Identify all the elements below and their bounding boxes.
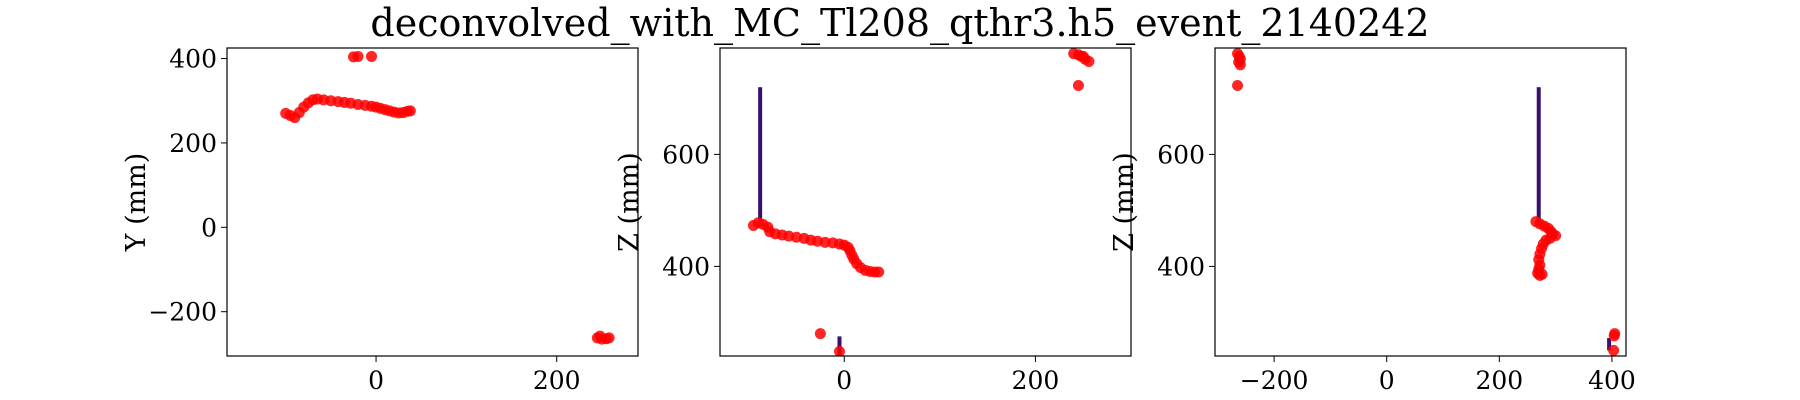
panel-yz-ytick-label-1: 600 [1157,140,1205,169]
panel-xz-bar-0 [758,87,763,222]
panel-xy-point-24 [404,105,416,117]
panel-yz-xtick-label-3: 400 [1588,366,1636,395]
figure-title: deconvolved_with_MC_Tl208_qthr3.h5_event… [370,1,1429,46]
panel-yz-point-26 [1608,344,1620,356]
panel-xy-ylabel: Y (mm) [121,153,152,253]
panel-xy-point-32 [594,330,606,342]
panel-xy-ytick-label-2: 200 [169,129,217,158]
panel-yz-point-4 [1234,59,1246,71]
panel-xz-point-26 [814,328,826,340]
panel-xy-point-31 [603,332,615,344]
panel-xy-point-27 [366,50,378,62]
panel-xz-xtick-label-1: 200 [1012,366,1060,395]
panel-xy: 0 200 −200 0 200 400 Y (mm) [121,45,639,395]
panel-yz-bar-0 [1536,87,1541,222]
panel-xy-xtick-label-1: 200 [533,366,581,395]
panel-xz-plot-area [747,48,1095,356]
panel-xy-ytick-label-1: 0 [201,213,217,242]
panel-yz-xtick-label-1: 0 [1379,366,1395,395]
panel-yz: −200 0 200 400 400 600 Z (mm) [1109,47,1636,395]
panel-yz-ylabel: Z (mm) [1109,152,1140,252]
panel-xz-ytick-label-0: 400 [662,252,710,281]
panel-xy-ytick-label-3: 400 [169,45,217,74]
panel-yz-xtick-label-0: −200 [1240,366,1309,395]
panel-yz-point-25 [1608,330,1620,342]
panel-yz-ytick-label-0: 400 [1157,252,1205,281]
panel-xy-frame [226,47,639,357]
panel-xz-point-33 [1077,50,1089,62]
panel-xz-ylabel: Z (mm) [614,152,645,252]
panel-xz-ytick-label-1: 600 [662,140,710,169]
panel-xz-point-34 [1072,80,1084,92]
panel-yz-point-5 [1232,80,1244,92]
panel-xy-plot-area [280,50,615,345]
panel-xy-ytick-label-0: −200 [148,298,217,327]
panel-yz-plot-area [1232,48,1621,356]
panel-xz-frame [719,47,1132,357]
panel-yz-bar-1 [1607,338,1612,351]
panel-yz-point-23 [1536,268,1548,280]
panel-xz-point-25 [873,266,885,278]
panel-xy-point-26 [352,50,364,62]
panel-yz-xtick-label-2: 200 [1475,366,1523,395]
panel-xy-xtick-label-0: 0 [368,366,384,395]
panel-yz-frame [1214,47,1627,357]
panel-xz-xtick-label-0: 0 [836,366,852,395]
panel-xz-point-27 [833,346,845,356]
panel-xz: 0 200 400 600 Z (mm) [614,47,1132,395]
